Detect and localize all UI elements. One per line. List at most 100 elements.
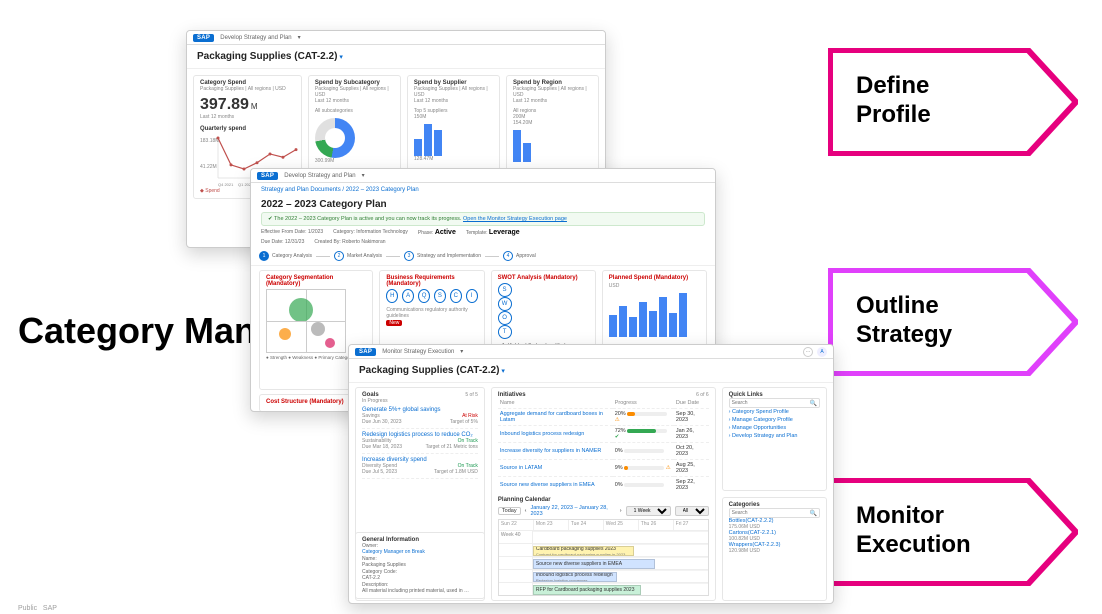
view-select[interactable]: 1 Week: [626, 506, 671, 516]
plan-meta: Effective From Date: 1/2023Category: Inf…: [251, 226, 715, 239]
card-sub2: Last 12 months: [414, 98, 493, 104]
planned-bars: [609, 293, 700, 337]
table-row[interactable]: Increase diversity for suppliers in NAME…: [498, 443, 709, 460]
table-row[interactable]: Source in LATAM9% ⚠Aug 25, 2023: [498, 460, 709, 477]
quadrant-chart: [266, 289, 346, 353]
search-icon[interactable]: 🔍: [810, 400, 817, 407]
app-title: Develop Strategy and Plan: [220, 35, 291, 41]
card-sub2: Last 12 months: [315, 98, 394, 104]
section-title: SWOT Analysis (Mandatory): [498, 275, 589, 281]
card-sub: Packaging Supplies | All regions | USD: [315, 86, 394, 98]
goals-count: 5 of 5: [465, 392, 478, 398]
table-row[interactable]: Inbound logistics process redesign72% ✔J…: [498, 426, 709, 443]
sap-logo: SAP: [193, 34, 214, 42]
table-row[interactable]: Source new diverse suppliers in EMEA0% S…: [498, 477, 709, 494]
search-icon[interactable]: 🔍: [810, 510, 817, 517]
dropdown-icon[interactable]: ▾: [501, 368, 505, 375]
card-sub: Packaging Supplies | All regions | USD: [200, 86, 295, 92]
goal-item[interactable]: Generate 5%+ global savingsSavingsAt Ris…: [362, 404, 478, 429]
notification-icon[interactable]: ⋯: [803, 347, 813, 357]
initiatives-count: 6 of 6: [696, 392, 709, 398]
card-sub: Packaging Supplies | All regions | USD: [414, 86, 493, 98]
supplier-bars: [414, 124, 493, 156]
cal-range[interactable]: January 22, 2023 – January 28, 2023: [530, 505, 615, 517]
quick-link[interactable]: › Manage Opportunities: [729, 424, 820, 432]
step[interactable]: 2Market Analysis: [334, 251, 382, 261]
today-button[interactable]: Today: [498, 507, 521, 515]
goals-list: Generate 5%+ global savingsSavingsAt Ris…: [362, 404, 478, 479]
avatar[interactable]: A: [817, 347, 827, 357]
step[interactable]: 3Strategy and Implementation: [404, 251, 481, 261]
haqsci-icons: HAQSCI: [386, 289, 477, 303]
svg-text:183.18M: 183.18M: [200, 138, 219, 144]
sap-logo: SAP: [257, 172, 278, 180]
section-title: Business Requirements (Mandatory): [386, 275, 477, 287]
card-categories: Categories 🔍 Bottles(CAT-2.2.2)175.06M U…: [722, 497, 827, 601]
bizreq-sub: Communications regulatory authority guid…: [386, 307, 477, 319]
chevron-label: Monitor Execution: [828, 478, 1078, 586]
category-item[interactable]: Bottles(CAT-2.2.2)175.06M USD: [729, 518, 820, 530]
quick-links-list: › Category Spend Profile› Manage Categor…: [729, 408, 820, 440]
region-bars: [513, 130, 592, 162]
status-banner: ✔ The 2022 – 2023 Category Plan is activ…: [261, 212, 705, 226]
table-row[interactable]: Aggregate demand for cardboard boxes in …: [498, 409, 709, 426]
breadcrumb[interactable]: Strategy and Plan Documents / 2022 – 202…: [261, 187, 419, 193]
sap-logo: SAP: [355, 348, 376, 356]
screenshot-monitor-execution: SAP Monitor Strategy Execution ▾ ⋯ A Pac…: [348, 344, 834, 604]
svg-text:Q4 2021: Q4 2021: [218, 182, 234, 187]
card-sub: Packaging Supplies | All regions | USD: [513, 86, 592, 98]
category-item[interactable]: Cartons(CAT-2.2.1)100.82M USD: [729, 530, 820, 542]
banner-link[interactable]: Open the Monitor Strategy Execution page: [463, 216, 567, 222]
app-title: Monitor Strategy Execution: [382, 349, 454, 355]
dropdown-icon[interactable]: ▾: [339, 54, 343, 61]
card-general-info: General Information Owner:Category Manag…: [355, 532, 485, 599]
chevron-down-icon: ▾: [298, 34, 301, 41]
owner-link[interactable]: Category Manager on Break: [362, 549, 425, 555]
step[interactable]: 1Category Analysis: [259, 251, 312, 261]
stepper: 1Category Analysis 2Market Analysis 3Strat…: [251, 247, 715, 266]
quick-link[interactable]: › Manage Category Profile: [729, 416, 820, 424]
categories-list: Bottles(CAT-2.2.2)175.06M USDCartons(CAT…: [729, 518, 820, 554]
subcat-val: 300.99M: [315, 158, 394, 164]
page-title: Packaging Supplies (CAT-2.2): [197, 51, 337, 62]
card-initiatives: Initiatives 6 of 6 NameProgressDue Date A…: [491, 387, 716, 601]
region-val: 154.20M: [513, 120, 592, 126]
ql-search-input[interactable]: [729, 398, 820, 408]
planned-sub: USD: [609, 283, 700, 289]
goal-item[interactable]: Increase diversity spendDiversity SpendO…: [362, 454, 478, 479]
swot-icons: SWOT: [498, 283, 589, 339]
card-sub2: Last 12 months: [200, 114, 295, 120]
step[interactable]: 4Approval: [503, 251, 536, 261]
svg-text:41.22M: 41.22M: [200, 164, 217, 170]
chevron-label: Define Profile: [828, 48, 1078, 156]
section-title: Planned Spend (Mandatory): [609, 275, 700, 281]
category-item[interactable]: Wrappers(CAT-2.2.3)120.98M USD: [729, 542, 820, 554]
quick-link[interactable]: › Category Spend Profile: [729, 408, 820, 416]
card-sub2: Last 12 months: [513, 98, 592, 104]
chevron-down-icon: ▾: [460, 348, 463, 355]
cat-search-input[interactable]: [729, 508, 820, 518]
plan-meta-2: Due Date: 12/31/23Created By: Roberto Na…: [251, 239, 715, 247]
card-quick-links: Quick Links 🔍 › Category Spend Profile› …: [722, 387, 827, 491]
quick-link[interactable]: › Develop Strategy and Plan: [729, 432, 820, 440]
donut-chart: [315, 118, 355, 158]
prev-icon[interactable]: ‹: [525, 508, 527, 514]
goal-item[interactable]: Redesign logistics process to reduce CO₂…: [362, 429, 478, 454]
initiatives-table: NameProgressDue Date Aggregate demand fo…: [498, 398, 709, 493]
section-title: Category Segmentation (Mandatory): [266, 275, 366, 287]
chevron-label: Outline Strategy: [828, 268, 1078, 376]
page-title: 2022 – 2023 Category Plan: [261, 199, 387, 210]
calendar-grid: Sun 22Mon 23Tue 24Wed 25Thu 26Fri 27 Wee…: [498, 519, 709, 596]
chevron-down-icon: ▾: [362, 172, 365, 179]
calendar-toolbar: Today ‹ January 22, 2023 – January 28, 2…: [498, 503, 709, 519]
week-label: Week 40: [499, 531, 533, 543]
slide-footer: Public SAP: [18, 605, 57, 612]
subcat-label: All subcategories: [315, 108, 394, 114]
app-title: Develop Strategy and Plan: [284, 173, 355, 179]
supplier-val: 128.47M: [414, 156, 493, 162]
page-title: Packaging Supplies (CAT-2.2): [359, 365, 499, 376]
next-icon[interactable]: ›: [620, 508, 622, 514]
initiatives-title: Initiatives: [498, 392, 526, 398]
spend-value: 397.89: [200, 96, 249, 113]
filter-select[interactable]: All: [675, 506, 709, 516]
